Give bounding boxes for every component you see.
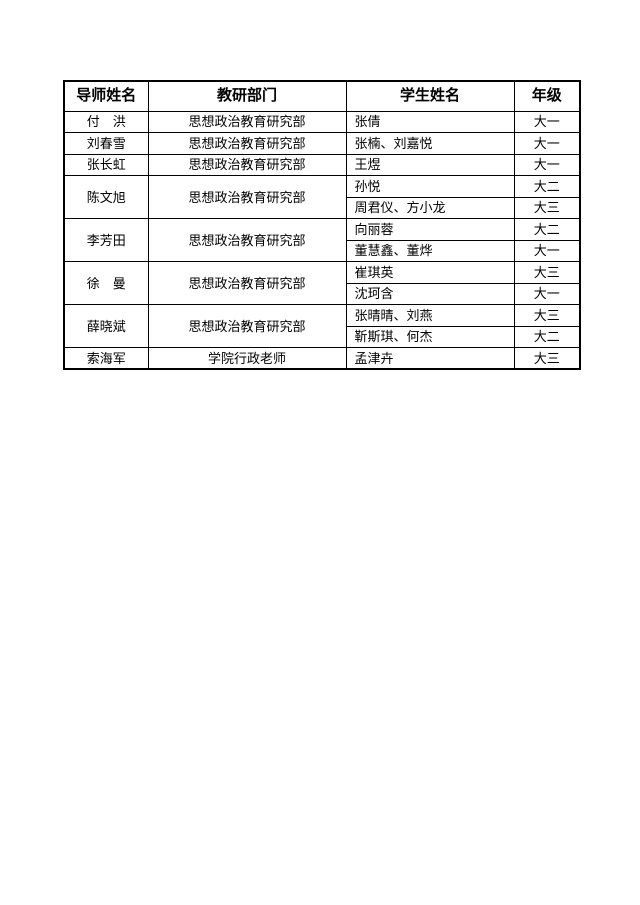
- grade-cell: 大一: [513, 282, 581, 305]
- student-names-cell: 崔琪英: [345, 261, 515, 284]
- header-student-name: 学生姓名: [345, 80, 515, 112]
- department-cell: 学院行政老师: [147, 347, 347, 370]
- table-row: 索海军 学院行政老师 孟津卉 大三: [63, 347, 581, 370]
- grade-cell: 大三: [513, 196, 581, 219]
- student-names-cell: 靳斯琪、何杰: [345, 325, 515, 348]
- table-row: 刘春雪 思想政治教育研究部 张楠、刘嘉悦 大一: [63, 132, 581, 155]
- table-row: 李芳田 思想政治教育研究部 向丽蓉 大二: [63, 218, 581, 262]
- student-names-cell: 王煜: [345, 153, 515, 176]
- table-header-row: 导师姓名 教研部门 学生姓名 年级: [63, 80, 581, 112]
- grade-cell: 大三: [513, 304, 581, 327]
- grade-cell: 大二: [513, 325, 581, 348]
- department-cell: 思想政治教育研究部: [147, 218, 347, 262]
- student-names-cell: 张楠、刘嘉悦: [345, 132, 515, 155]
- grade-cell: 大一: [513, 132, 581, 155]
- tutor-name-cell: 薛晓斌: [63, 304, 149, 348]
- table-row: 周君仪、方小龙 大三: [64, 196, 581, 219]
- department-cell: 思想政治教育研究部: [147, 153, 347, 176]
- student-names-cell: 董慧鑫、董烨: [345, 239, 515, 262]
- tutor-name-cell: 张长虹: [63, 153, 149, 176]
- tutor-name-cell: 付 洪: [63, 110, 149, 133]
- table-row: 薛晓斌 思想政治教育研究部 张晴晴、刘燕 大三: [63, 304, 581, 348]
- tutor-name-cell: 徐 曼: [63, 261, 149, 305]
- grade-cell: 大二: [513, 218, 581, 241]
- student-names-cell: 向丽蓉: [345, 218, 515, 241]
- grade-cell: 大三: [513, 261, 581, 284]
- department-cell: 思想政治教育研究部: [147, 304, 347, 348]
- department-cell: 思想政治教育研究部: [147, 175, 347, 219]
- department-cell: 思想政治教育研究部: [147, 261, 347, 305]
- table-row: 徐 曼思想政治教育研究部 崔琪英 大三: [63, 261, 581, 305]
- student-names-cell: 孙悦: [345, 175, 515, 198]
- tutor-name-cell: 索海军: [63, 347, 149, 370]
- tutor-name-cell: 李芳田: [63, 218, 149, 262]
- tutor-name-cell: 陈文旭: [63, 175, 149, 219]
- grade-cell: 大二: [513, 175, 581, 198]
- table-row: 张长虹 思想政治教育研究部 王煜 大一: [63, 153, 581, 176]
- grade-cell: 大一: [513, 110, 581, 133]
- student-names-cell: 孟津卉: [345, 347, 515, 370]
- header-grade: 年级: [513, 80, 581, 112]
- header-department: 教研部门: [147, 80, 347, 112]
- student-names-cell: 沈珂含: [345, 282, 515, 305]
- grade-cell: 大一: [513, 239, 581, 262]
- grade-cell: 大三: [513, 347, 581, 370]
- student-names-cell: 周君仪、方小龙: [345, 196, 515, 219]
- header-tutor-name: 导师姓名: [63, 80, 149, 112]
- table-row: 陈文旭 思想政治教育研究部 孙悦 大二: [63, 175, 581, 219]
- student-names-cell: 张晴晴、刘燕: [345, 304, 515, 327]
- grade-cell: 大一: [513, 153, 581, 176]
- student-names-cell: 张倩: [345, 110, 515, 133]
- department-cell: 思想政治教育研究部: [147, 110, 347, 133]
- table-body: 付 洪思想政治教育研究部 张倩 大一 刘春雪 思想政治教育研究部 张楠、刘嘉悦 大一 张长虹思…: [63, 110, 581, 370]
- table-row: 沈珂含 大一: [64, 282, 581, 305]
- table-row: 付 洪思想政治教育研究部 张倩 大一: [63, 110, 581, 133]
- department-cell: 思想政治教育研究部: [147, 132, 347, 155]
- tutor-name-cell: 刘春雪: [63, 132, 149, 155]
- tutor-student-table: 导师姓名 教研部门 学生姓名 年级 付 洪思想政治教育研究部 张倩 大一 刘春雪 思想政…: [63, 80, 581, 370]
